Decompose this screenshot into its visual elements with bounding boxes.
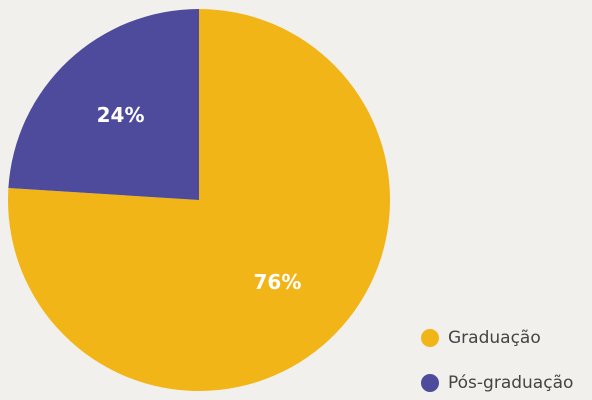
legend-label: Pós-graduação — [448, 373, 573, 393]
value-label: 24% — [97, 103, 145, 127]
value-label: 76% — [254, 270, 302, 294]
legend-label: Graduação — [448, 328, 541, 348]
pie-slice — [8, 9, 200, 200]
legend-swatch — [421, 374, 439, 392]
pie-slice — [8, 9, 391, 391]
legend-swatch — [421, 329, 439, 347]
